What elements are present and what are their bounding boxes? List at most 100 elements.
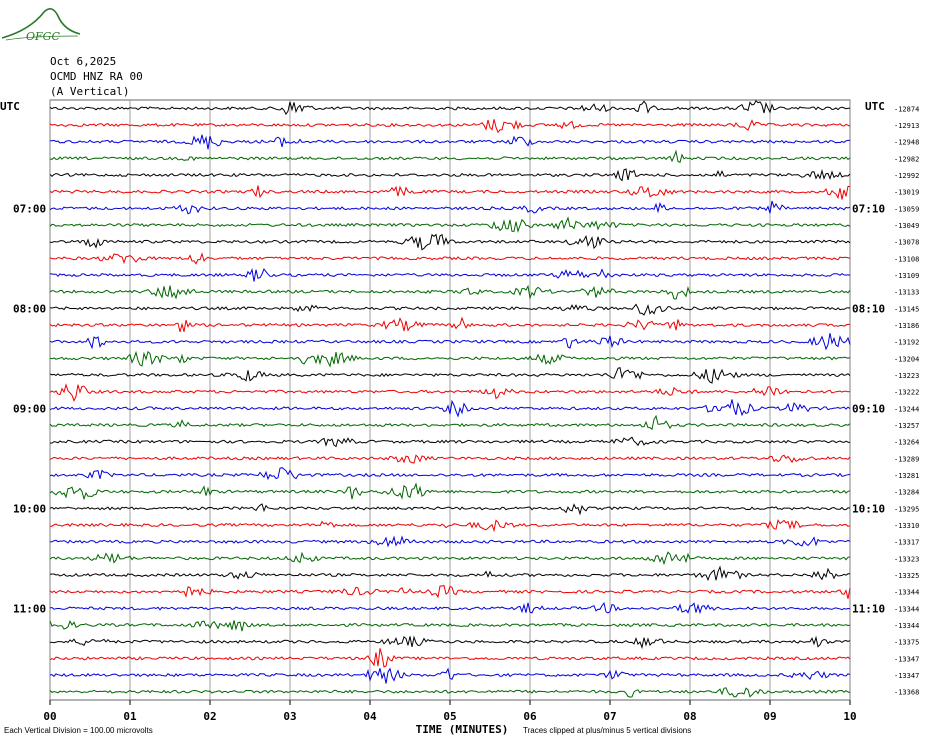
trace-offset-label: -13368 bbox=[894, 689, 919, 697]
component-label: (A Vertical) bbox=[50, 85, 130, 98]
trace-offset-label: -13186 bbox=[894, 322, 919, 330]
trace-line bbox=[49, 503, 851, 516]
trace-line bbox=[49, 168, 851, 182]
x-tick-label: 03 bbox=[283, 710, 296, 723]
x-tick-label: 08 bbox=[683, 710, 696, 723]
trace-line bbox=[50, 667, 851, 684]
scale-note: Each Vertical Division = 100.00 microvol… bbox=[4, 726, 153, 735]
trace-offset-label: -13108 bbox=[894, 255, 919, 263]
trace-line bbox=[49, 399, 851, 418]
trace-line bbox=[50, 134, 850, 150]
trace-offset-label: -13059 bbox=[894, 205, 919, 213]
right-hour-label: 10:10 bbox=[852, 502, 885, 515]
trace-offset-label: -13347 bbox=[894, 672, 919, 680]
left-utc-label: UTC bbox=[0, 100, 20, 113]
trace-offset-label: -12948 bbox=[894, 139, 919, 147]
trace-line bbox=[49, 119, 851, 134]
x-tick-label: 02 bbox=[203, 710, 216, 723]
trace-offset-label: -12913 bbox=[894, 122, 919, 130]
x-tick-label: 01 bbox=[123, 710, 137, 723]
x-tick-label: 04 bbox=[363, 710, 377, 723]
trace-offset-label: -13375 bbox=[894, 639, 919, 647]
right-hour-label: 09:10 bbox=[852, 402, 885, 415]
right-hour-label: 07:10 bbox=[852, 202, 885, 215]
date-label: Oct 6,2025 bbox=[50, 55, 117, 68]
trace-offset-label: -13078 bbox=[894, 239, 919, 247]
trace-offset-label: -13264 bbox=[894, 439, 919, 447]
trace-offset-label: -13244 bbox=[894, 405, 919, 413]
trace-offset-label: -13310 bbox=[894, 522, 919, 530]
trace-offset-label: -13145 bbox=[894, 305, 919, 313]
x-axis-title: TIME (MINUTES) bbox=[416, 723, 509, 736]
trace-line bbox=[50, 519, 851, 533]
trace-offset-label: -13289 bbox=[894, 455, 919, 463]
trace-offset-label: -13109 bbox=[894, 272, 919, 280]
trace-line bbox=[49, 482, 851, 501]
trace-line bbox=[49, 303, 851, 316]
trace-offset-label: -12874 bbox=[894, 105, 919, 113]
trace-line bbox=[49, 687, 851, 698]
right-hour-label: 08:10 bbox=[852, 302, 885, 315]
trace-line bbox=[49, 366, 851, 384]
trace-offset-label: -13325 bbox=[894, 572, 919, 580]
trace-line bbox=[49, 454, 851, 464]
left-hour-label: 10:00 bbox=[13, 502, 46, 515]
trace-line bbox=[49, 601, 851, 615]
trace-offset-label: -13019 bbox=[894, 189, 919, 197]
trace-offset-label: -12992 bbox=[894, 172, 919, 180]
station-label: OCMD HNZ RA 00 bbox=[50, 70, 143, 83]
trace-line bbox=[49, 284, 851, 300]
trace-offset-label: -12982 bbox=[894, 155, 919, 163]
trace-line bbox=[49, 414, 851, 431]
trace-offset-label: -13323 bbox=[894, 555, 919, 563]
trace-offset-label: -13222 bbox=[894, 389, 919, 397]
trace-line bbox=[49, 619, 851, 632]
trace-line bbox=[49, 149, 851, 163]
trace-line bbox=[49, 635, 851, 650]
ofgc-logo-icon: OFGC bbox=[1, 8, 80, 43]
clip-note: Traces clipped at plus/minus 5 vertical … bbox=[523, 726, 692, 735]
trace-offset-label: -13257 bbox=[894, 422, 919, 430]
trace-line bbox=[49, 99, 851, 116]
trace-line bbox=[49, 216, 851, 234]
x-tick-label: 00 bbox=[43, 710, 56, 723]
chart-labels: 00 01 02 03 04 05 06 07 08 09 10 -12874 -12913 -12948… bbox=[0, 100, 919, 736]
chart-grid bbox=[49, 99, 851, 705]
left-hour-label: 08:00 bbox=[13, 302, 46, 315]
trace-line bbox=[49, 185, 851, 200]
trace-line bbox=[49, 535, 851, 548]
trace-offset-label: -13344 bbox=[894, 589, 919, 597]
trace-line bbox=[49, 383, 851, 403]
trace-offset-label: -13347 bbox=[894, 655, 919, 663]
trace-line bbox=[49, 436, 851, 448]
trace-line bbox=[49, 333, 851, 351]
trace-line bbox=[49, 648, 851, 668]
trace-offset-label: -13133 bbox=[894, 289, 919, 297]
trace-offset-label: -13049 bbox=[894, 222, 919, 230]
x-tick-label: 05 bbox=[443, 710, 456, 723]
x-tick-label: 10 bbox=[843, 710, 856, 723]
logo-text: OFGC bbox=[26, 30, 60, 43]
trace-line bbox=[49, 233, 851, 251]
trace-offset-label: -13223 bbox=[894, 372, 919, 380]
trace-offset-label: -13284 bbox=[894, 489, 919, 497]
x-tick-label: 06 bbox=[523, 710, 537, 723]
trace-offset-label: -13295 bbox=[894, 505, 919, 513]
left-hour-label: 11:00 bbox=[13, 602, 46, 615]
trace-offset-label: -13344 bbox=[894, 622, 919, 630]
trace-line bbox=[49, 316, 851, 333]
trace-line bbox=[49, 267, 851, 282]
x-tick-label: 09 bbox=[763, 710, 776, 723]
trace-offset-label: -13204 bbox=[894, 355, 919, 363]
right-hour-label: 11:10 bbox=[852, 602, 885, 615]
right-utc-label: UTC bbox=[865, 100, 885, 113]
trace-line bbox=[49, 551, 851, 566]
chart-traces bbox=[49, 99, 851, 698]
trace-line bbox=[49, 252, 851, 265]
left-hour-label: 09:00 bbox=[13, 402, 46, 415]
trace-line bbox=[49, 565, 850, 582]
trace-offset-label: -13344 bbox=[894, 605, 919, 613]
trace-line bbox=[49, 467, 851, 481]
trace-offset-label: -13192 bbox=[894, 339, 919, 347]
